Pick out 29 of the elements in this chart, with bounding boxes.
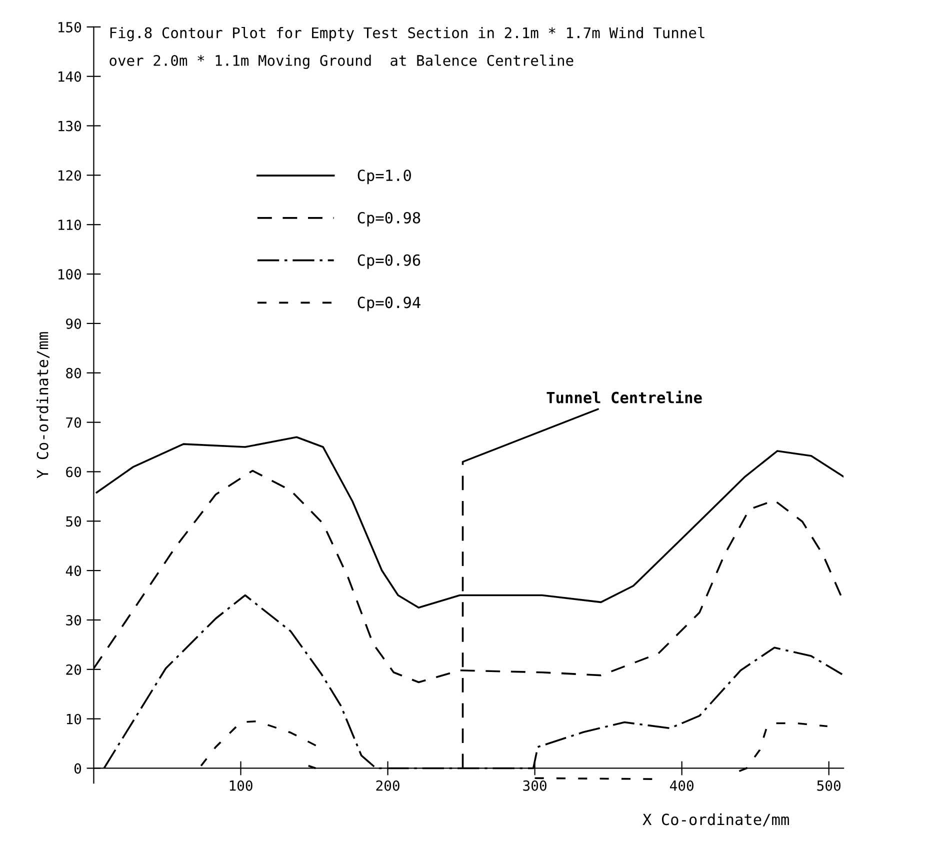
y-tick-label: 140	[58, 71, 82, 82]
y-tick-label: 60	[66, 466, 82, 478]
y-tick-label: 10	[66, 714, 82, 724]
y-tick-label: 130	[58, 120, 82, 132]
y-tick-label: 0	[74, 763, 82, 774]
legend-label: Cp=0.98	[358, 212, 420, 226]
y-tick-label: 30	[66, 614, 82, 626]
x-tick-label: 500	[817, 780, 840, 791]
text: Fig.8 Contour Plot for Empty Test Section in 2.1m * 1.7m Wind Tunnel over 2.0m * 1.1m Moving Ground at Balence Centreline	[110, 26, 704, 69]
y-tick-label: 70	[66, 417, 82, 428]
x-axis-title: X Co-ordinate/mm	[642, 813, 789, 826]
y-tick-label: 40	[66, 566, 82, 576]
y-tick-label: 150	[58, 22, 82, 32]
y-tick-label: 110	[58, 220, 82, 230]
y-tick-label: 90	[66, 318, 82, 329]
y-tick-label: 120	[58, 170, 82, 181]
y-axis-title: Y Co-ordinate/mm	[36, 332, 50, 478]
y-tick-label: 100	[58, 269, 82, 280]
x-tick-label: 400	[670, 780, 694, 791]
legend-label: Cp=0.94	[358, 296, 420, 312]
x-tick-label: 100	[230, 780, 252, 791]
annotation: Tunnel Centreline	[546, 390, 702, 404]
legend-label: Cp=1.0	[358, 170, 411, 184]
x-tick-label: 200	[376, 780, 400, 791]
y-tick-label: 80	[66, 368, 82, 378]
legend-label: Cp=0.96	[358, 254, 420, 269]
y-tick-label: 20	[66, 664, 82, 675]
y-tick-label: 50	[66, 516, 82, 527]
x-tick-label: 300	[523, 780, 546, 791]
